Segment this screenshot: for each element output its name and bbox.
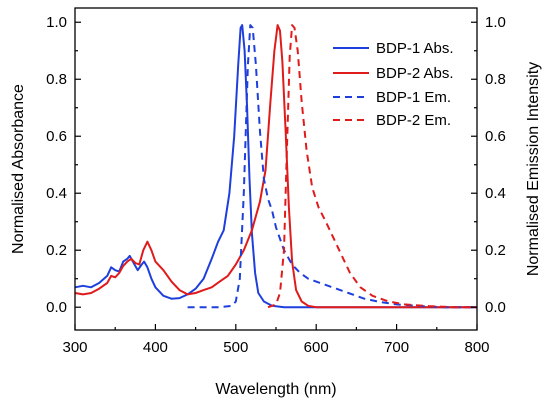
y-tick-label-right: 0.0	[485, 299, 506, 316]
legend: BDP-1 Abs. BDP-2 Abs. BDP-1 Em. BDP-2 Em…	[333, 40, 454, 129]
series-line-4	[267, 24, 477, 309]
legend-label-bdp1-abs: BDP-1 Abs.	[376, 40, 454, 57]
series-line-2	[74, 24, 477, 309]
legend-label-bdp1-em: BDP-1 Em.	[376, 89, 451, 106]
ticks-layer: 300 400 500 600 700 800 0.0 0.0 0.2 0.2 0.4 0.4 0.6 0…	[46, 14, 506, 356]
y-tick-label-right: 0.6	[485, 128, 506, 145]
y-tick-label-left: 0.4	[46, 185, 67, 202]
y-tick-label-left: 0.6	[46, 128, 67, 145]
legend-label-bdp2-em: BDP-2 Em.	[376, 112, 451, 129]
y-tick-label-left: 1.0	[46, 14, 67, 31]
x-tick-label: 800	[464, 339, 489, 356]
y-tick-label-right: 0.2	[485, 242, 506, 259]
y-tick-label-left: 0.8	[46, 71, 67, 88]
x-axis-title: Wavelength (nm)	[215, 381, 336, 398]
curves-layer	[74, 24, 477, 309]
y-tick-label-right: 0.8	[485, 71, 506, 88]
y-axis-title-left: Normalised Absorbance	[10, 84, 27, 254]
y-tick-label-right: 1.0	[485, 14, 506, 31]
x-tick-label: 400	[143, 339, 168, 356]
y-tick-label-left: 0.0	[46, 299, 67, 316]
x-tick-label: 600	[304, 339, 329, 356]
y-tick-label-left: 0.2	[46, 242, 67, 259]
x-tick-label: 700	[384, 339, 409, 356]
x-tick-label: 300	[62, 339, 87, 356]
series-line-3	[187, 24, 477, 309]
legend-label-bdp2-abs: BDP-2 Abs.	[376, 65, 454, 82]
x-tick-label: 500	[223, 339, 248, 356]
y-axis-title-right: Normalised Emission Intensity	[525, 62, 542, 276]
y-tick-label-right: 0.4	[485, 185, 506, 202]
